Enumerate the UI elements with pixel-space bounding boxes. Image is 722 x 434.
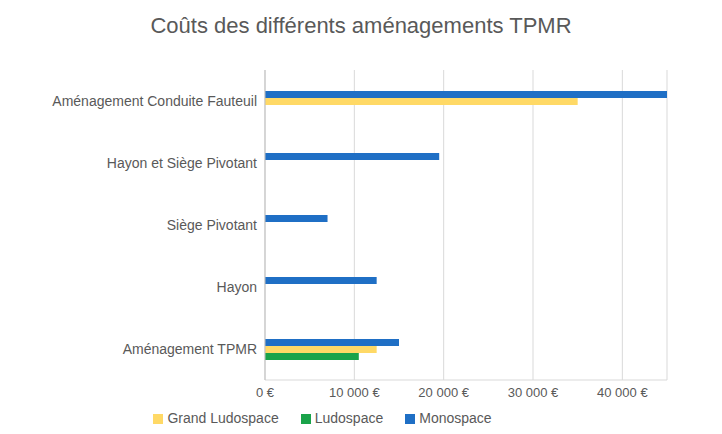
svg-text:Siège Pivotant: Siège Pivotant bbox=[167, 217, 257, 233]
svg-text:0 €: 0 € bbox=[256, 385, 275, 400]
svg-text:10 000 €: 10 000 € bbox=[329, 385, 380, 400]
svg-text:Hayon: Hayon bbox=[217, 279, 257, 295]
svg-text:20 000 €: 20 000 € bbox=[418, 385, 469, 400]
html-text:Grand Ludospace: Grand Ludospace bbox=[167, 410, 279, 426]
svg-text:30 000 €: 30 000 € bbox=[508, 385, 559, 400]
svg-text:Aménagement TPMR: Aménagement TPMR bbox=[123, 341, 257, 357]
html-text:Monospace: Monospace bbox=[419, 410, 492, 426]
svg-text:Hayon et Siège Pivotant: Hayon et Siège Pivotant bbox=[107, 155, 257, 171]
svg-text:40 000 €: 40 000 € bbox=[597, 385, 648, 400]
html-text:Coûts des différents aménageme: Coûts des différents aménagements TPMR bbox=[150, 13, 572, 38]
svg-text:Aménagement Conduite Fauteuil: Aménagement Conduite Fauteuil bbox=[52, 93, 257, 109]
html-text:Ludospace: Ludospace bbox=[314, 410, 384, 426]
